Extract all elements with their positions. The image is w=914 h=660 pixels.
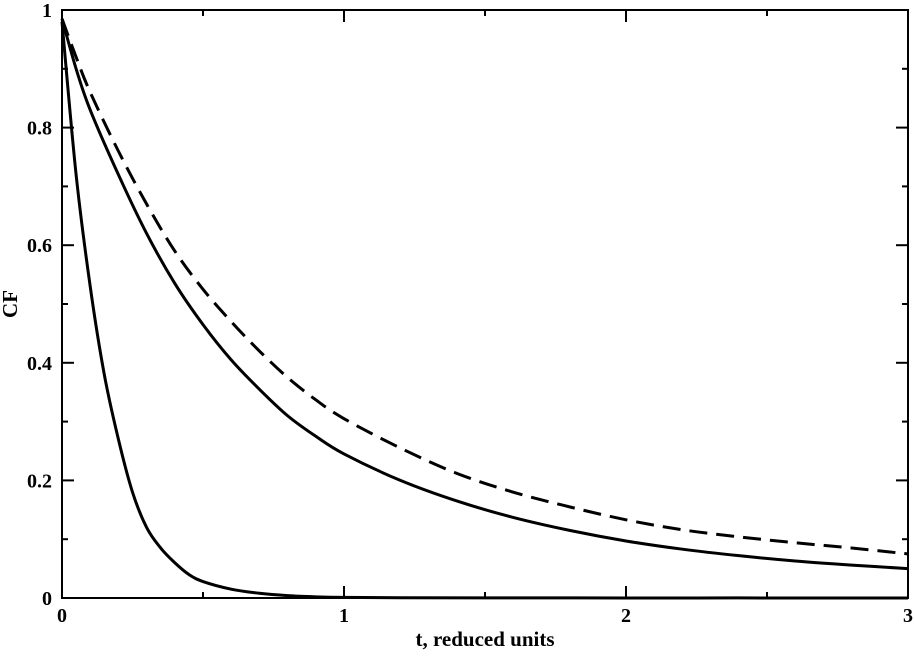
x-tick-label: 0 [57,605,67,627]
y-tick-label: 0.4 [27,353,52,375]
series-line-1 [60,21,909,600]
series-line-2 [60,18,909,571]
x-axis-title: t, reduced units [415,627,554,651]
y-tick-label: 0.8 [27,118,52,140]
y-tick-label: 0 [42,588,52,610]
series-line-3-dashed [60,18,909,556]
y-tick-label: 1 [42,0,52,22]
series-layer [60,18,909,600]
x-tick-label: 3 [903,605,913,627]
ticks-layer: 0 1 2 3 0 0.2 0.4 0.6 0.8 1 [27,0,913,627]
y-tick-label: 0.2 [27,470,52,492]
x-tick-label: 1 [339,605,349,627]
y-axis-title: CF [0,290,22,318]
y-tick-label: 0.6 [27,235,52,257]
x-tick-label: 2 [621,605,631,627]
